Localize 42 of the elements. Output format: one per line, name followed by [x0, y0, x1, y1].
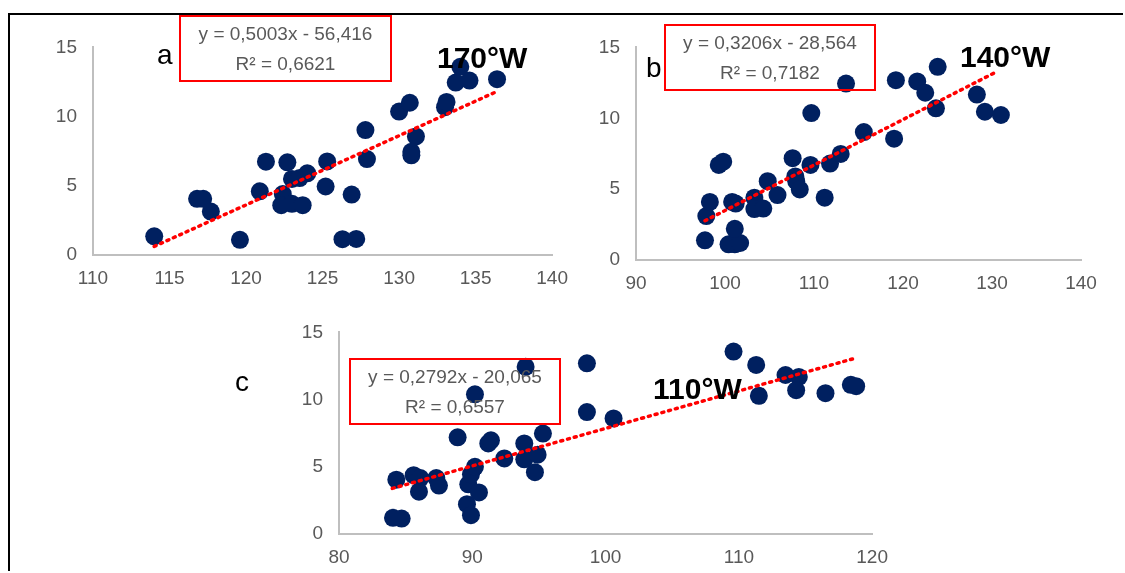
x-tick-label: 100 — [589, 545, 622, 567]
y-tick-label: 10 — [598, 106, 620, 128]
y-tick-label: 10 — [55, 104, 77, 126]
y-tick-label: 5 — [66, 174, 77, 196]
x-tick-label: 140 — [536, 266, 568, 288]
x-tick-label: 110 — [798, 271, 830, 293]
text: c — [235, 366, 249, 397]
x-tick-label: 110 — [77, 266, 109, 288]
annotation: R² = 0,6557 — [404, 395, 506, 418]
y-tick-label: 0 — [312, 522, 323, 544]
x-tick-label: 115 — [154, 266, 185, 288]
x-tick-label: 110 — [723, 545, 755, 567]
x-tick-label: 120 — [856, 545, 888, 567]
y-tick-label: 0 — [609, 248, 620, 270]
y-tick-label: 0 — [66, 243, 77, 265]
annotation: b — [646, 52, 662, 83]
x-tick-label: 120 — [230, 266, 262, 288]
x-tick-label: 120 — [887, 271, 919, 293]
text: y = 0,5003x - 56,416 — [197, 22, 374, 45]
x-tick-label: 100 — [709, 271, 741, 293]
annotation: 170°W — [437, 41, 528, 74]
y-tick-label: 15 — [301, 320, 323, 342]
annotation: y = 0,3206x - 28,564 — [682, 31, 858, 54]
x-tick-label: 90 — [625, 271, 647, 293]
annotation: 110°W — [653, 372, 742, 405]
annotation: y = 0,2792x - 20,065 — [367, 365, 543, 388]
x-tick-label: 80 — [328, 545, 350, 567]
annotation: 140°W — [960, 40, 1051, 73]
y-tick-label: 15 — [55, 35, 77, 57]
x-tick-label: 90 — [461, 545, 483, 567]
y-tick-label: 5 — [609, 177, 620, 199]
y-tick-label: 15 — [598, 35, 620, 57]
x-tick-label: 140 — [1065, 271, 1097, 293]
annotation: R² = 0,7182 — [719, 61, 821, 84]
x-tick-label: 125 — [306, 266, 339, 288]
x-tick-label: 135 — [459, 266, 492, 288]
x-tick-label: 130 — [976, 271, 1008, 293]
annotation: R² = 0,6621 — [234, 52, 337, 75]
annotation: a — [157, 39, 173, 70]
y-tick-label: 10 — [301, 387, 323, 409]
x-tick-label: 130 — [383, 266, 415, 288]
y-tick-label: 5 — [312, 455, 323, 477]
